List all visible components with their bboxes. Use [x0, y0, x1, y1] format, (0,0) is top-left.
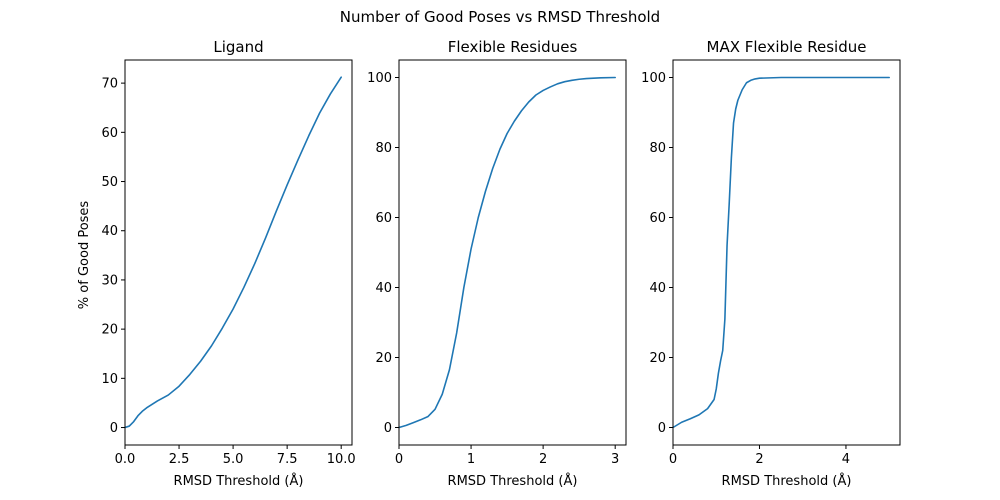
y-tick-label-max-flexible-residue-0: 0 — [658, 421, 666, 436]
series-line-max-flexible-residue — [672, 76, 890, 429]
y-tick-label-max-flexible-residue-5: 100 — [641, 71, 666, 86]
x-tick-label-ligand-1: 2.5 — [169, 452, 190, 467]
y-tick-label-flexible-residues-4: 80 — [375, 141, 392, 156]
x-tick-label-flexible-residues-1: 1 — [467, 452, 475, 467]
x-tick-label-ligand-2: 5.0 — [223, 452, 244, 467]
x-tick-label-flexible-residues-2: 2 — [539, 452, 547, 467]
panel-title-flexible-residues: Flexible Residues — [448, 38, 578, 56]
panel-title-max-flexible-residue: MAX Flexible Residue — [707, 38, 867, 56]
y-tick-label-max-flexible-residue-2: 40 — [649, 281, 666, 296]
y-tick-label-ligand-2: 20 — [101, 323, 118, 338]
y-tick-label-flexible-residues-0: 0 — [384, 421, 392, 436]
x-tick-label-flexible-residues-3: 3 — [611, 452, 619, 467]
xlabel-max-flexible-residue: RMSD Threshold (Å) — [722, 473, 852, 489]
y-tick-label-ligand-4: 40 — [101, 224, 118, 239]
y-tick-label-max-flexible-residue-3: 60 — [649, 211, 666, 226]
y-tick-label-max-flexible-residue-4: 80 — [649, 141, 666, 156]
y-tick-label-ligand-0: 0 — [110, 421, 118, 436]
y-tick-label-ligand-7: 70 — [101, 77, 118, 92]
panel-title-ligand: Ligand — [213, 38, 263, 56]
y-tick-label-flexible-residues-2: 40 — [375, 281, 392, 296]
xlabel-ligand: RMSD Threshold (Å) — [174, 473, 304, 489]
y-tick-label-max-flexible-residue-1: 20 — [649, 351, 666, 366]
y-tick-label-flexible-residues-5: 100 — [367, 71, 392, 86]
series-line-ligand — [124, 76, 342, 429]
panel-ligand: Ligand RMSD Threshold (Å) % of Good Pose… — [77, 38, 356, 489]
panel-flexible-residues: Flexible Residues RMSD Threshold (Å) 0 1 2… — [367, 38, 627, 489]
series-line-flexible-residues — [398, 76, 616, 429]
y-tick-label-ligand-5: 50 — [101, 175, 118, 190]
xlabel-flexible-residues: RMSD Threshold (Å) — [448, 473, 578, 489]
y-tick-label-ligand-6: 60 — [101, 126, 118, 141]
x-tick-label-max-flexible-residue-2: 4 — [842, 452, 850, 467]
y-tick-label-flexible-residues-3: 60 — [375, 211, 392, 226]
y-tick-label-ligand-1: 10 — [101, 372, 118, 387]
ylabel-ligand: % of Good Poses — [77, 201, 92, 310]
axes-frame-ligand — [124, 59, 353, 446]
y-tick-label-ligand-3: 30 — [101, 273, 118, 288]
x-tick-label-ligand-4: 10.0 — [327, 452, 356, 467]
x-tick-label-ligand-0: 0.0 — [115, 452, 136, 467]
axes-frame-flexible-residues — [398, 59, 627, 446]
panel-max-flexible-residue: MAX Flexible Residue RMSD Threshold (Å) … — [641, 38, 901, 489]
y-tick-label-flexible-residues-1: 20 — [375, 351, 392, 366]
x-tick-label-max-flexible-residue-1: 2 — [755, 452, 763, 467]
axes-frame-max-flexible-residue — [672, 59, 901, 446]
x-tick-label-ligand-3: 7.5 — [277, 452, 298, 467]
x-tick-label-max-flexible-residue-0: 0 — [669, 452, 677, 467]
figure-suptitle: Number of Good Poses vs RMSD Threshold — [340, 8, 660, 26]
x-tick-label-flexible-residues-0: 0 — [395, 452, 403, 467]
